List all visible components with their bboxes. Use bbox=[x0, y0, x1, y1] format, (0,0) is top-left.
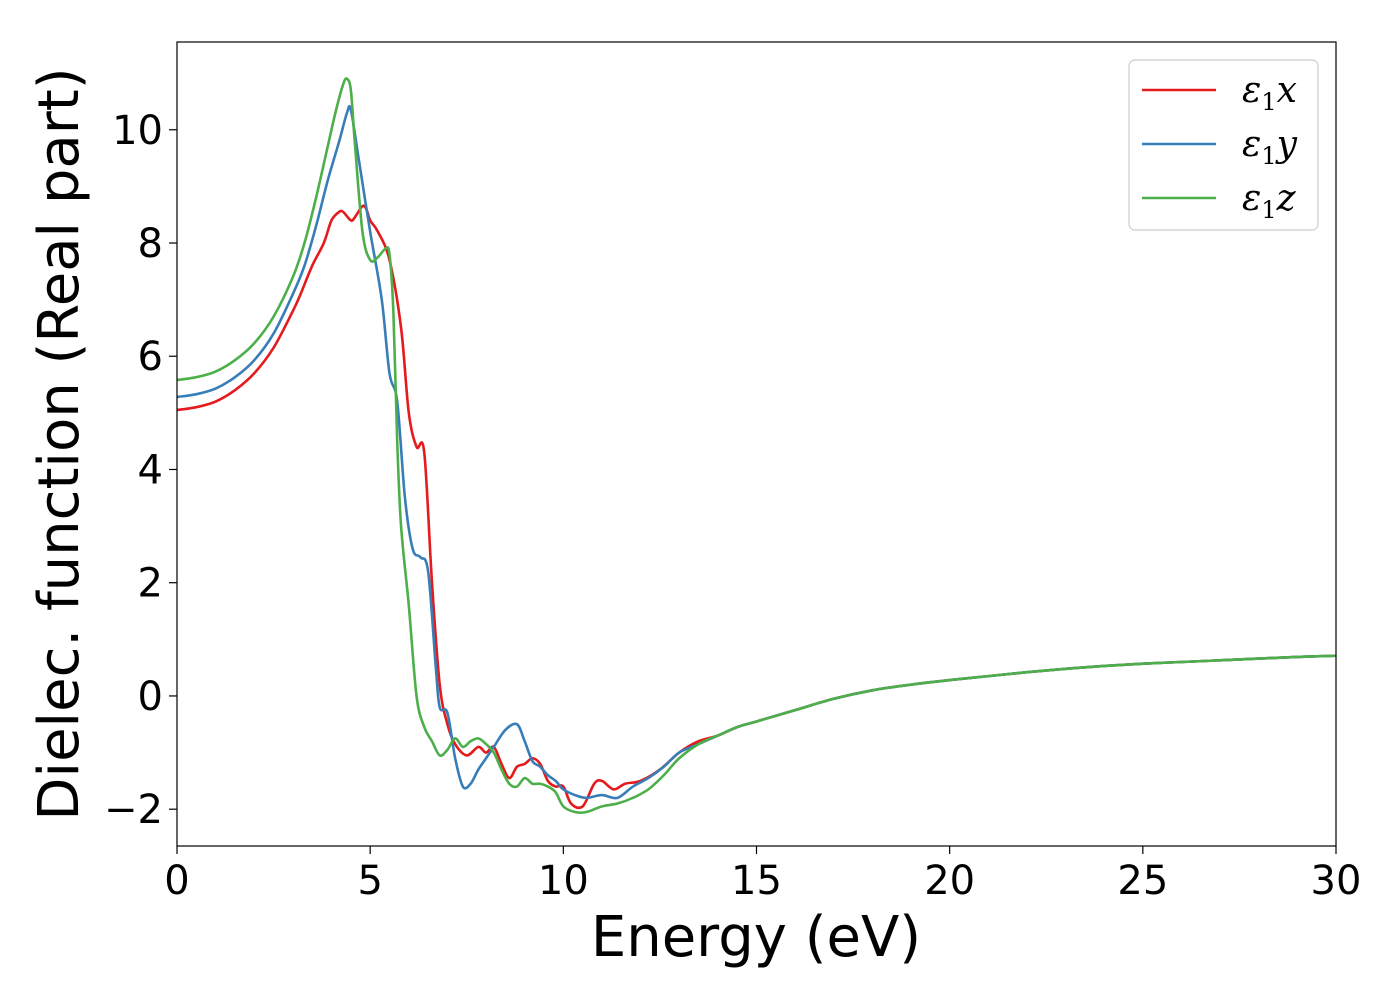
y-axis-title: Dielec. function (Real part) bbox=[27, 67, 92, 820]
legend-label-y: ε1y bbox=[1242, 124, 1298, 170]
y-tick-label: 8 bbox=[138, 221, 163, 267]
x-tick-label: 0 bbox=[164, 858, 189, 904]
x-tick-label: 15 bbox=[731, 858, 782, 904]
y-tick-label: 6 bbox=[138, 334, 163, 380]
x-tick-label: 5 bbox=[357, 858, 382, 904]
y-tick-label: 2 bbox=[138, 561, 163, 607]
x-tick-label: 30 bbox=[1311, 858, 1362, 904]
legend-items: ε1x ε1y ε1z bbox=[1142, 70, 1298, 224]
x-axis: 0 5 10 15 20 25 30 bbox=[164, 846, 1361, 904]
y-tick-label: 10 bbox=[112, 108, 163, 154]
y-tick-label: −2 bbox=[104, 787, 163, 833]
legend-label-z: ε1z bbox=[1242, 178, 1297, 224]
legend: ε1x ε1y ε1z bbox=[1128, 59, 1319, 231]
legend-box bbox=[1128, 59, 1319, 231]
series-layer bbox=[177, 77, 1336, 815]
y-tick-label: 0 bbox=[138, 674, 163, 720]
x-axis-title: Energy (eV) bbox=[591, 905, 921, 970]
x-tick-label: 10 bbox=[538, 858, 589, 904]
legend-label-x: ε1x bbox=[1242, 70, 1297, 116]
y-tick-label: 4 bbox=[138, 447, 163, 493]
x-tick-label: 25 bbox=[1117, 858, 1168, 904]
y-axis: −2 0 2 4 6 8 10 bbox=[104, 108, 177, 833]
x-tick-label: 20 bbox=[924, 858, 975, 904]
series-line-z bbox=[177, 77, 1336, 815]
